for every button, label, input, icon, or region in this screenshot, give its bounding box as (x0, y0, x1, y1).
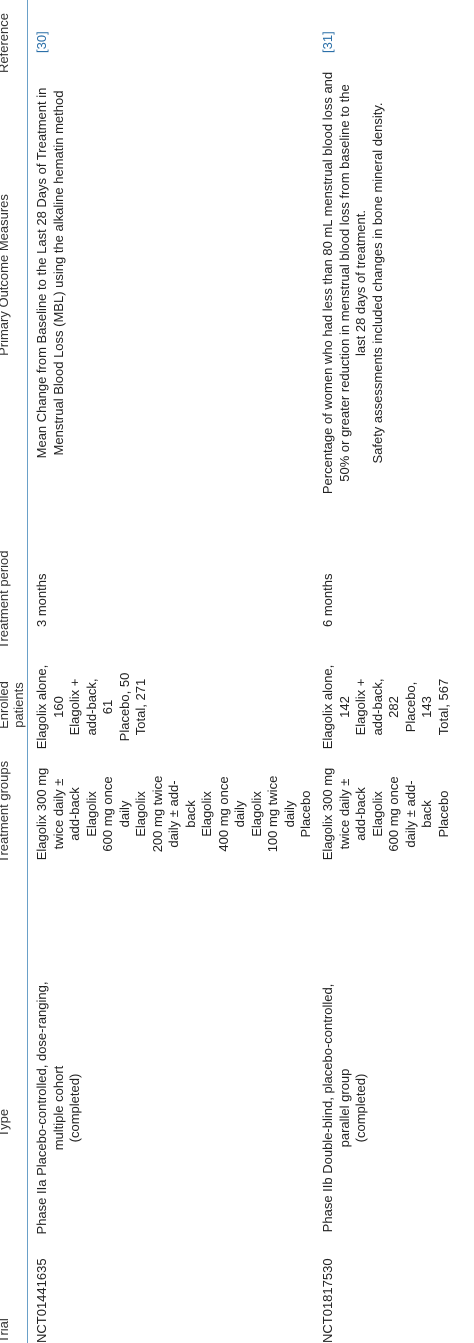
row-1-type-line: multiple cohort (50, 1065, 66, 1151)
header-enrolled-patients: Enrolled patients (0, 655, 26, 755)
row-2-enrolled-line: Total, 567 (435, 678, 451, 736)
row-1-group-line: back (182, 800, 198, 828)
row-2-group-line: add-back (353, 787, 368, 841)
row-1-group-line: Elagolix (248, 791, 264, 837)
row-2-enrolled-line: Placebo, (402, 681, 418, 733)
row-2-primary-outcome-measures: Percentage of women who had less than 80… (320, 65, 386, 501)
row-1-primary-outcome-measures: Mean Change from Baseline to the Last 28… (34, 73, 67, 473)
row-2-enrolled-patients: Elagolix alone, 142 Elagolix + add-back,… (320, 657, 452, 757)
row-1-group-line: add-back (67, 787, 82, 841)
row-1-group-line: daily (281, 800, 297, 828)
row-2-enrolled-line: Elagolix + (353, 678, 368, 736)
row-1-type-line: (completed) (67, 1073, 82, 1143)
row-2-group-line: Placebo (435, 790, 451, 838)
header-rule (27, 0, 28, 1343)
row-1-group-line: daily (232, 800, 247, 828)
header-trial: Trial (0, 1318, 11, 1343)
row-1-outcome-line: Menstrual Blood Loss (MBL) using the alk… (50, 90, 66, 456)
row-2-enrolled-line: 143 (419, 696, 434, 718)
row-1-enrolled-line: Elagolix alone, (34, 664, 49, 750)
row-1-group-line: daily ± add- (166, 780, 181, 848)
row-2-type-line: parallel group (336, 1068, 352, 1148)
row-1-type: Phase IIa Placebo-controlled, dose-rangi… (34, 973, 84, 1243)
row-2-enrolled-line: 282 (386, 696, 401, 718)
row-1-type-line: Phase IIa Placebo-controlled, dose-rangi… (34, 981, 49, 1235)
row-1-outcome-line: Mean Change from Baseline to the Last 28… (34, 87, 49, 459)
row-1-group-line: Elagolix (133, 791, 148, 837)
row-2-treatment-period: 6 months (320, 573, 335, 627)
row-1-enrolled-line: 61 (100, 699, 115, 715)
row-2-type-line: (completed) (353, 1073, 368, 1143)
header-type: Type (0, 1108, 11, 1138)
row-2-outcome-line: 50% or greater reduction in menstrual bl… (336, 84, 352, 482)
row-2-group-line: 600 mg once (386, 776, 401, 852)
header-enrolled-line-1: Enrolled (0, 681, 11, 729)
row-2-group-line: back (419, 800, 434, 828)
row-1-group-line: daily (116, 800, 132, 828)
row-2-outcome-line: Safety assessments included changes in b… (369, 102, 385, 464)
row-1-group-line: 200 mg twice (149, 775, 165, 853)
row-1-group-line: Elagolix 300 mg (34, 767, 49, 861)
row-2-type-line: Phase IIb Double-blind, placebo-controll… (320, 983, 335, 1233)
row-1-group-line: twice daily ± (50, 778, 66, 850)
header-treatment-groups: Treatment groups (0, 760, 11, 863)
row-1-enrolled-line: Elagolix + (67, 678, 82, 736)
row-2-outcome-line: last 28 days of treatment. (353, 210, 368, 356)
row-1-enrolled-line: Placebo, 50 (116, 672, 132, 742)
row-1-group-line: Placebo (298, 790, 313, 838)
header-reference: Reference (0, 13, 11, 73)
row-1-treatment-groups: Elagolix 300 mg twice daily ± add-back E… (34, 761, 315, 867)
row-2-enrolled-line: 142 (336, 696, 352, 718)
header-enrolled-line-2: patients (11, 682, 26, 728)
row-1-enrolled-patients: Elagolix alone, 160 Elagolix + add-back,… (34, 657, 150, 757)
row-1-group-line: Elagolix (199, 791, 214, 837)
row-2-group-line: Elagolix 300 mg (320, 767, 335, 861)
row-1-group-line: 600 mg once (100, 776, 115, 852)
row-1-enrolled-line: 160 (50, 696, 66, 718)
row-1-group-line: Elagolix (83, 791, 99, 837)
row-2-group-line: daily ± add- (402, 780, 418, 848)
row-1-reference-link[interactable]: [30] (34, 31, 49, 53)
header-primary-outcome-measures: Primary Outcome Measures (0, 194, 11, 356)
row-2-type: Phase IIb Double-blind, placebo-controll… (320, 973, 370, 1243)
row-2-reference-link[interactable]: [31] (320, 31, 335, 53)
row-1-group-line: 100 mg twice (265, 775, 280, 853)
row-2-group-line: Elagolix (369, 791, 385, 837)
row-2-enrolled-line: add-back, (369, 678, 385, 736)
row-1-group-line: 400 mg once (215, 776, 231, 852)
row-1-enrolled-line: add-back, (83, 678, 99, 736)
row-2-outcome-line: Percentage of women who had less than 80… (320, 71, 335, 495)
row-2-trial: NCT01817530 (320, 1258, 335, 1343)
row-1-treatment-period: 3 months (34, 573, 49, 627)
row-1-enrolled-line: Total, 271 (133, 678, 148, 736)
row-2-group-line: twice daily ± (336, 778, 352, 850)
row-2-treatment-groups: Elagolix 300 mg twice daily ± add-back E… (320, 761, 452, 867)
row-1-trial: NCT01441635 (34, 1258, 49, 1343)
header-treatment-period: Treatment period (0, 550, 11, 649)
row-2-enrolled-line: Elagolix alone, (320, 664, 335, 750)
